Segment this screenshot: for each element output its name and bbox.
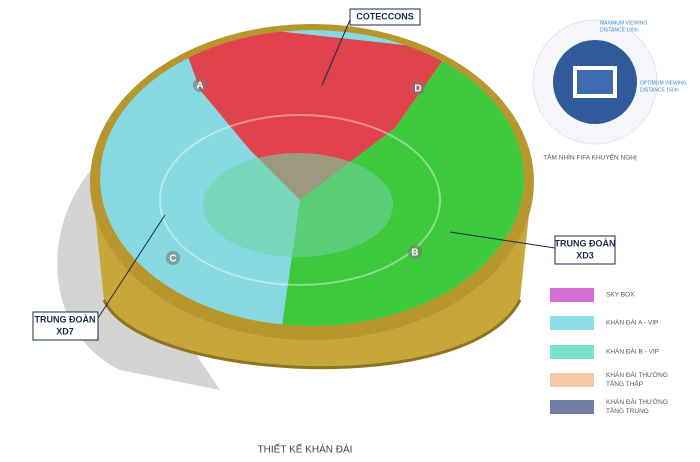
legend-label: SKY BOX xyxy=(606,292,635,299)
callout: XD7 xyxy=(56,326,74,336)
section-label: C xyxy=(169,254,176,265)
marker xyxy=(166,251,180,265)
callout-line xyxy=(449,231,556,249)
fifa-text: MAXIMUM VIEWING xyxy=(600,20,647,26)
shell-edge xyxy=(102,299,522,370)
legend-label: KHÁN ĐÀI B - VIP xyxy=(606,347,659,356)
marker xyxy=(411,81,425,95)
legend-label: KHÁN ĐÀI THƯỜNG xyxy=(606,370,668,379)
callout: TRUNG ĐOÀN xyxy=(35,314,96,324)
stand-red xyxy=(175,30,450,200)
callout-line xyxy=(321,19,351,86)
legend: SKY BOX KHÁN ĐÀI A - VIP KHÁN ĐÀI B - VIP K… xyxy=(550,288,668,415)
legend-swatch xyxy=(550,345,594,359)
legend-swatch xyxy=(550,288,594,302)
section-label: B xyxy=(411,248,418,259)
section-label: A xyxy=(196,81,203,92)
legend-label: TẦNG THẤP xyxy=(606,378,643,388)
callout: XD3 xyxy=(576,250,594,260)
legend-swatch xyxy=(550,316,594,330)
callout: COTECCONS xyxy=(356,11,414,21)
callout-box xyxy=(554,235,616,265)
marker xyxy=(408,245,422,259)
pitch-inner xyxy=(577,70,613,94)
legend-label: KHÁN ĐÀI A - VIP xyxy=(606,318,658,327)
legend-label: KHÁN ĐÀI THƯỜNG xyxy=(606,397,668,406)
callout-box xyxy=(32,311,99,341)
legend-label: TẦNG TRUNG xyxy=(606,405,649,415)
fifa-caption: TẦM NHÌN FIFA KHUYẾN NGHỊ xyxy=(543,152,637,162)
fifa-text: DISTANCE 150m xyxy=(640,87,679,93)
section-label: D xyxy=(414,84,421,95)
legend-swatch xyxy=(550,373,594,387)
callout-box xyxy=(349,8,421,26)
tier-line xyxy=(159,114,441,286)
field xyxy=(203,153,393,257)
callout: TRUNG ĐOÀN xyxy=(555,238,616,248)
callout-line xyxy=(97,214,166,319)
fifa-text: DISTANCE 190m xyxy=(600,27,639,33)
footer: THIẾT KẾ KHÁN ĐÀI xyxy=(258,443,353,456)
legend-swatch xyxy=(550,400,594,414)
marker xyxy=(193,78,207,92)
fifa-text: OPTIMUM VIEWING xyxy=(640,80,687,86)
